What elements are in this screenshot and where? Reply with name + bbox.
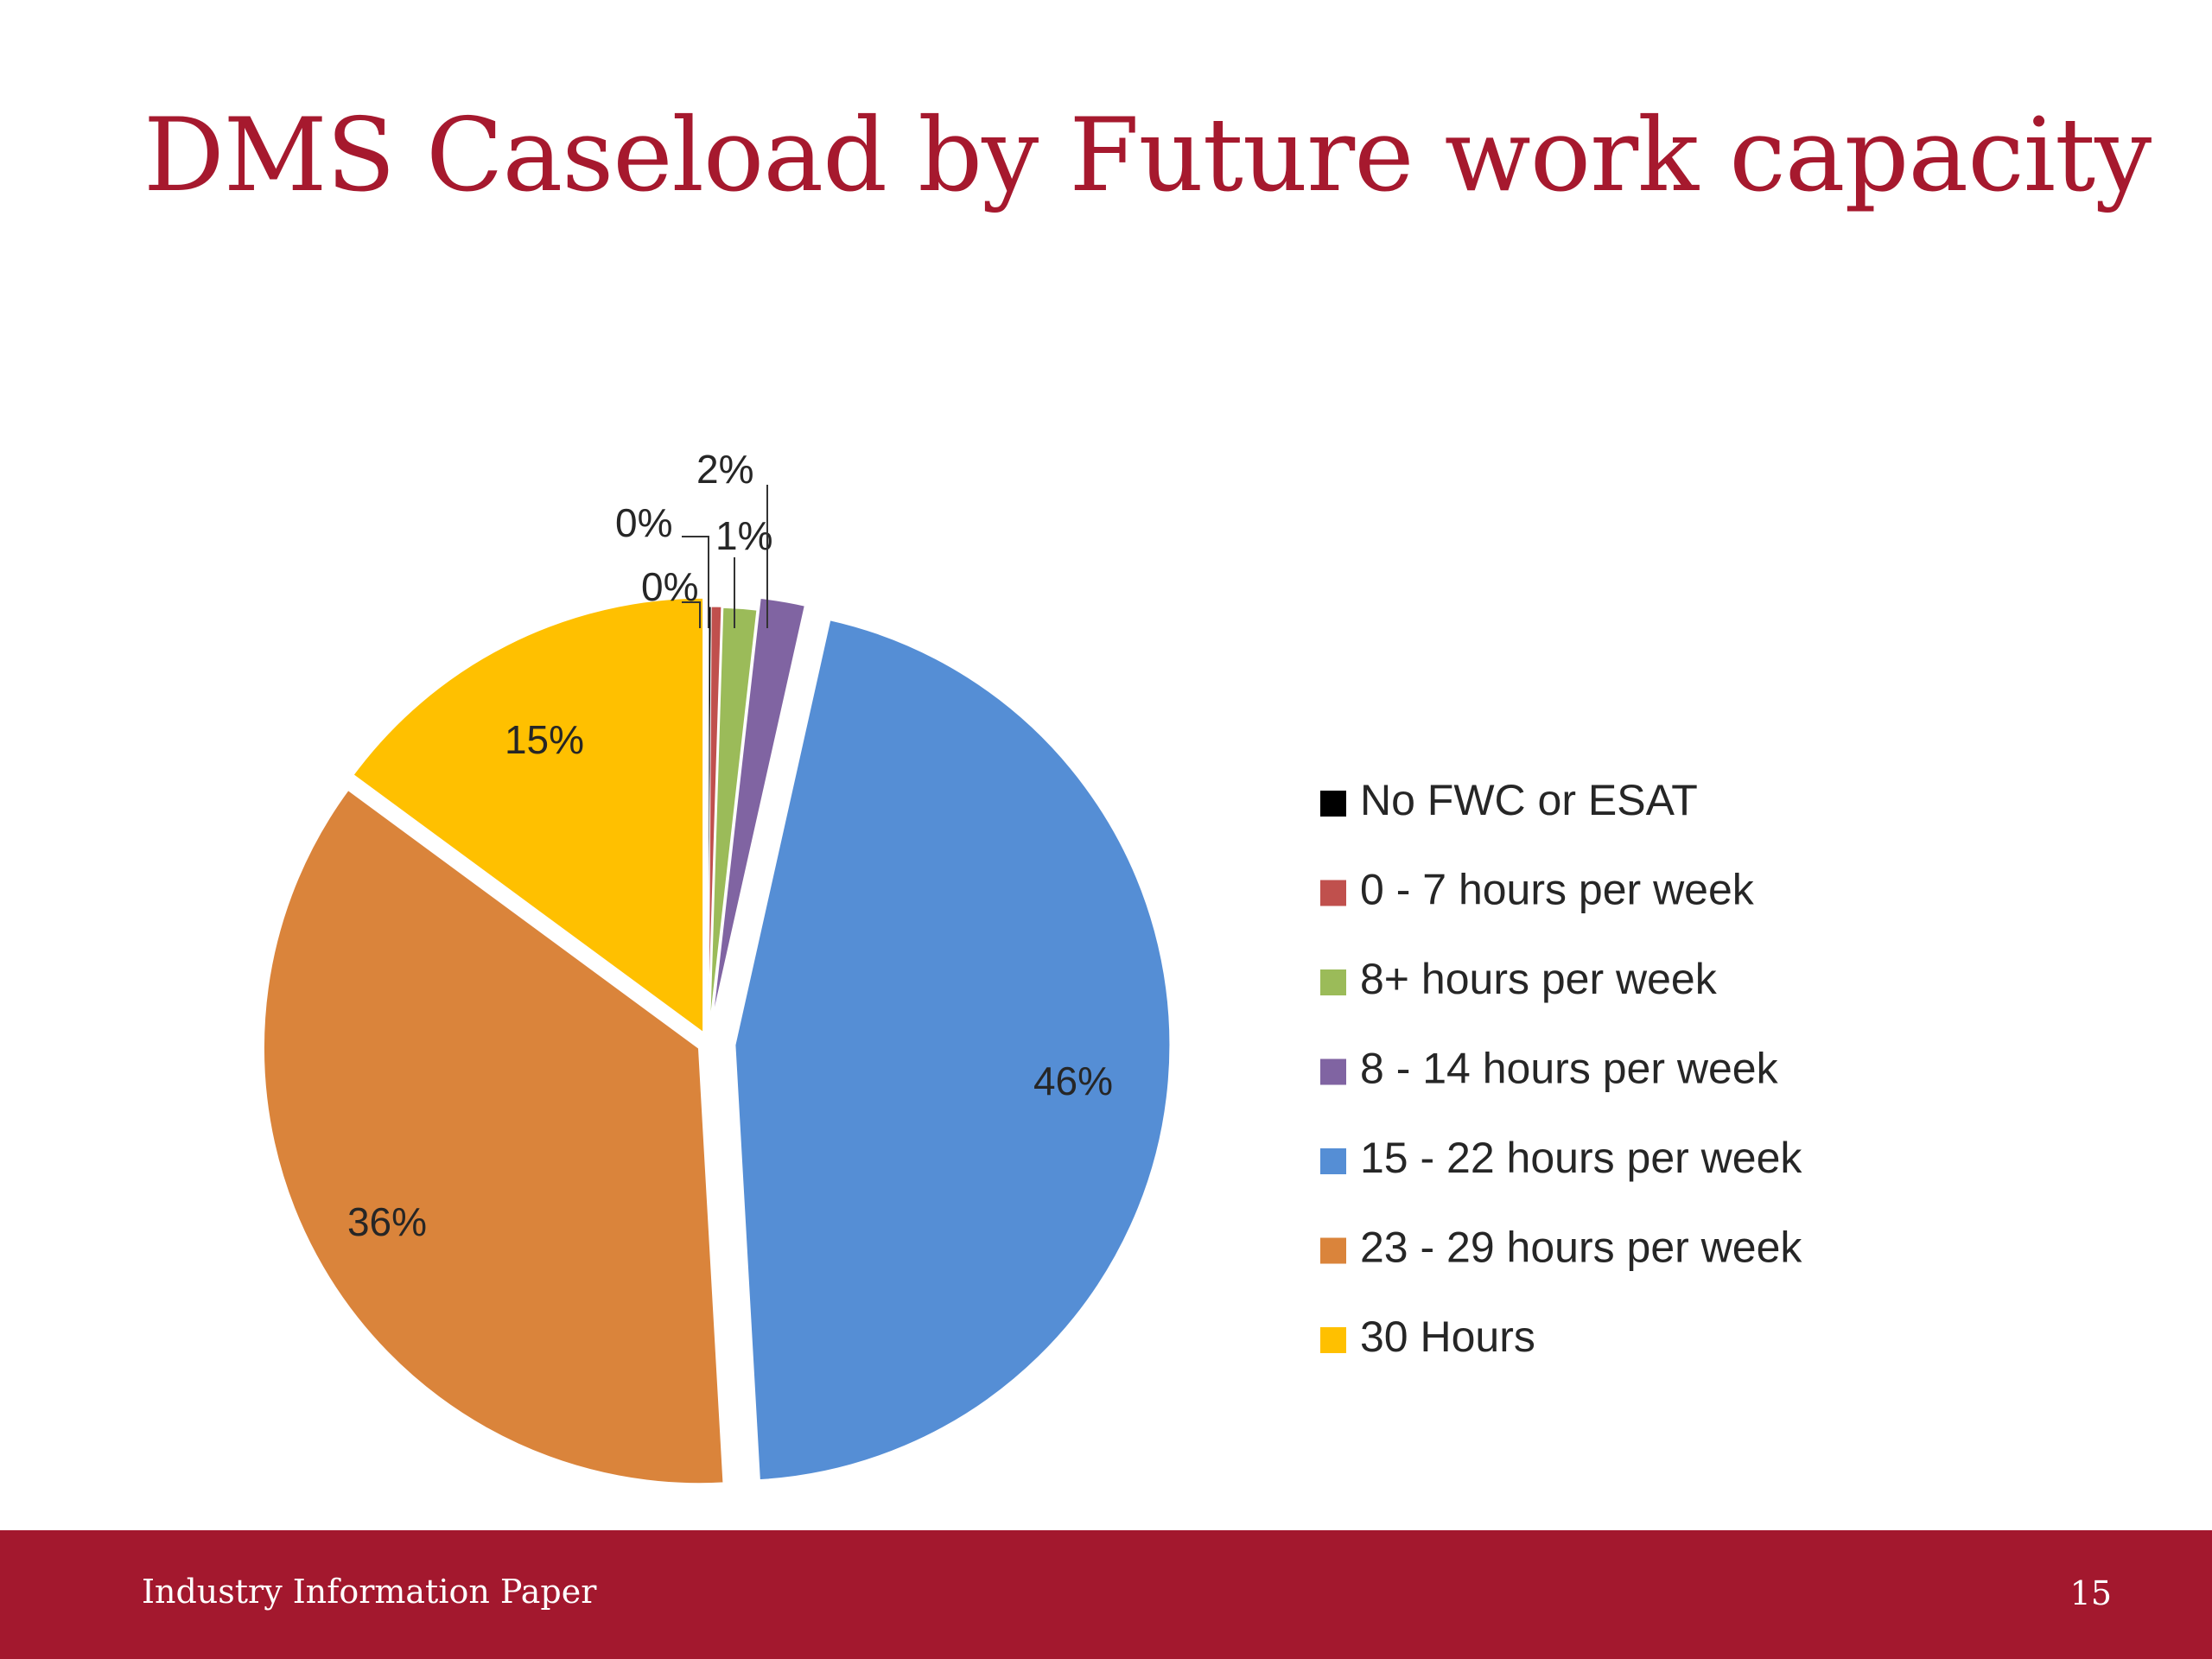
data-label-8-hours-per-week: 1% [715, 513, 772, 558]
legend-swatch-23-29-hours-per-week [1320, 1237, 1346, 1264]
legend-label-30-hours: 30 Hours [1360, 1313, 1535, 1361]
legend-label-0-7-hours-per-week: 0 - 7 hours per week [1360, 866, 1755, 914]
data-label-no-fwc-or-esat: 0% [641, 564, 698, 609]
footer-label: Industry Information Paper [142, 1573, 597, 1611]
pie-slice-15-22-hours-per-week [733, 617, 1173, 1483]
footer-bar [0, 1530, 2212, 1659]
legend-label-23-29-hours-per-week: 23 - 29 hours per week [1360, 1224, 1802, 1272]
data-label-23-29-hours-per-week: 36% [347, 1199, 427, 1244]
slide-title: DMS Caseload by Future work capacity [143, 96, 2152, 214]
legend-label-15-22-hours-per-week: 15 - 22 hours per week [1360, 1134, 1802, 1182]
data-label-0-7-hours-per-week: 0% [615, 500, 672, 545]
leader-line [682, 601, 701, 628]
legend-swatch-8-14-hours-per-week [1320, 1058, 1346, 1085]
legend-swatch-15-22-hours-per-week [1320, 1148, 1346, 1174]
data-label-15-22-hours-per-week: 46% [1033, 1058, 1113, 1103]
leader-line [682, 536, 709, 628]
pie-slice-23-29-hours-per-week [261, 787, 726, 1486]
legend-swatch-30-hours [1320, 1327, 1346, 1353]
pie-slice-8-14-hours-per-week [709, 595, 808, 1032]
legend-swatch-no-fwc-or-esat [1320, 791, 1346, 817]
legend-label-no-fwc-or-esat: No FWC or ESAT [1360, 776, 1698, 824]
data-label-30-hours: 15% [505, 717, 584, 762]
legend-label-8-14-hours-per-week: 8 - 14 hours per week [1360, 1045, 1779, 1093]
legend-swatch-0-7-hours-per-week [1320, 880, 1346, 906]
legend-swatch-8-hours-per-week [1320, 969, 1346, 995]
data-label-8-14-hours-per-week: 2% [696, 447, 753, 492]
pie-slice-30-hours [350, 595, 706, 1037]
page-number: 15 [2069, 1574, 2112, 1612]
legend-label-8-hours-per-week: 8+ hours per week [1360, 955, 1718, 1003]
